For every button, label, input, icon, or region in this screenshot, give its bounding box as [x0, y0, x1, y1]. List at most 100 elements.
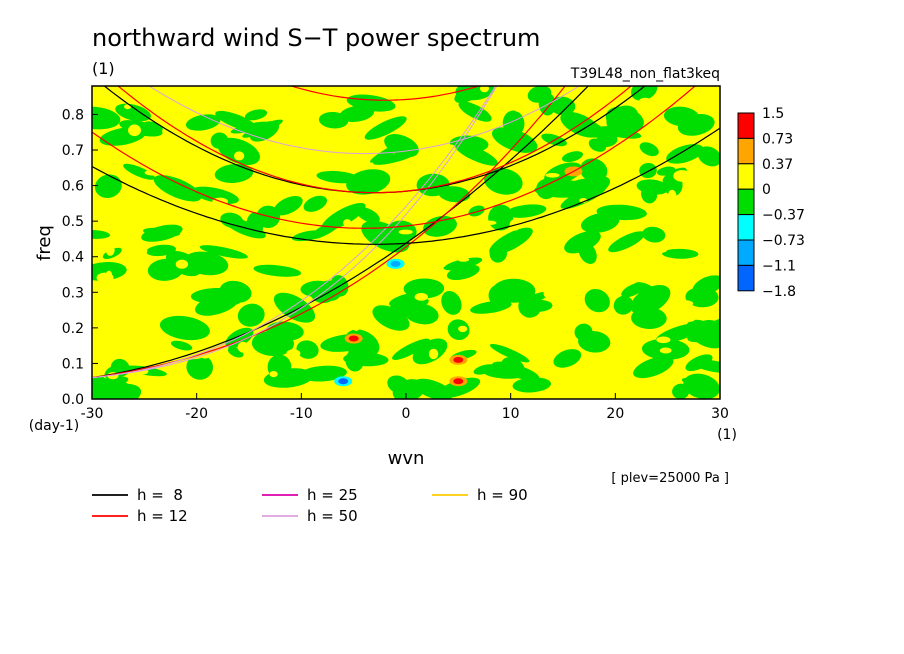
field-patch	[588, 138, 607, 152]
field-patch	[441, 290, 462, 315]
field-patch	[244, 109, 268, 121]
x-tick-label: 20	[606, 406, 624, 422]
field-patch	[505, 204, 547, 218]
colorbar-label: −0.37	[762, 208, 805, 224]
colorbar-label: 0.37	[762, 157, 793, 173]
dispersion-curve	[117, 86, 632, 194]
legend: h = 8 h = 12 h = 25 h = 50 h = 90	[92, 486, 528, 525]
legend-label: h = 25	[307, 486, 358, 504]
x-tick-label: 10	[502, 406, 520, 422]
field-patch	[659, 347, 672, 354]
field-patch	[237, 341, 249, 353]
field-patch	[186, 354, 213, 380]
x-axis-label: wvn	[388, 448, 425, 469]
field-patch	[454, 86, 482, 104]
chart-subtitle-left: (1)	[92, 59, 115, 78]
field-patch	[446, 264, 480, 281]
field-patch	[458, 325, 468, 333]
field-patch	[92, 106, 121, 130]
field-patch	[385, 205, 404, 217]
field-patch	[564, 230, 601, 254]
plot-area: -30 -20 -10 0 10 20 30 0.0 0.1 0.2 0.3 0.4 0.5 0.6 0.7…	[62, 85, 729, 422]
field-patch	[428, 348, 439, 360]
field-patch	[128, 124, 141, 137]
field-patch	[139, 247, 148, 255]
y-tick-label: 0.8	[62, 107, 84, 123]
field-patch	[362, 306, 372, 317]
field-patch	[482, 220, 497, 225]
field-patch	[568, 178, 597, 195]
field-patch	[310, 220, 341, 240]
field-patch	[678, 300, 694, 307]
dispersion-curves	[92, 86, 720, 379]
colorbar: 1.5 0.73 0.37 0 −0.37 −0.73 −1.1 −1.8	[737, 106, 805, 300]
field-patch	[94, 174, 122, 198]
legend-label: h = 90	[477, 486, 528, 504]
field-patch	[414, 293, 428, 301]
field-patch	[608, 231, 646, 253]
colorbar-label: 0.73	[762, 131, 793, 147]
dispersion-curve	[148, 86, 581, 155]
field-patch	[652, 266, 667, 274]
y-tick-label: 0.1	[62, 356, 84, 372]
field-patch	[303, 195, 328, 212]
field-patch	[233, 151, 245, 161]
field-patch	[630, 285, 671, 315]
field-patch	[685, 354, 713, 372]
x-tick-label: -20	[185, 406, 208, 422]
field-patch	[273, 292, 316, 323]
field-patch	[123, 163, 156, 180]
field-patch	[175, 259, 189, 269]
field-patch	[666, 144, 704, 164]
field-patch	[553, 349, 582, 368]
field-patch	[520, 291, 549, 306]
field-patch	[602, 274, 619, 283]
colorbar-label: −1.1	[762, 258, 796, 274]
field-patch	[343, 219, 352, 227]
field-patch	[210, 132, 229, 149]
field-patch	[296, 340, 319, 359]
field-patch	[253, 264, 302, 277]
axis-ticks: -30 -20 -10 0 10 20 30 0.0 0.1 0.2 0.3 0.4 0.5 0.6 0.7…	[62, 107, 729, 422]
plev-annotation: [ plev=25000 Pa ]	[611, 471, 729, 486]
field-patch	[373, 151, 416, 165]
field-hotspot	[348, 335, 359, 342]
field-patch	[681, 377, 719, 394]
field-patch	[105, 244, 115, 256]
field-patch	[596, 204, 647, 221]
colorbar-swatch	[737, 188, 755, 216]
field-hotspot	[338, 378, 349, 385]
legend-label: h = 12	[137, 507, 188, 525]
field-patch	[651, 216, 661, 227]
field-patch	[115, 103, 151, 122]
field-patch	[560, 184, 607, 209]
field-patch	[286, 349, 301, 358]
field-patch	[492, 278, 536, 303]
dispersion-curve	[92, 86, 566, 379]
field-patch	[574, 323, 593, 341]
field-patch	[153, 175, 202, 202]
field-patch	[370, 141, 408, 163]
field-patch	[352, 321, 361, 331]
legend-label: h = 50	[307, 507, 358, 525]
field-patch	[423, 215, 457, 237]
colorbar-swatch	[737, 163, 755, 190]
field-patch	[468, 205, 485, 217]
field-patch	[706, 317, 720, 333]
field-patch	[605, 106, 644, 133]
field-patch	[119, 120, 163, 137]
field-patch	[667, 189, 677, 202]
field-patch	[346, 169, 391, 195]
field-patch	[269, 371, 278, 378]
field-patch	[543, 288, 551, 298]
field-patch	[92, 378, 130, 399]
y-tick-label: 0.4	[62, 250, 84, 266]
field-patch	[697, 146, 720, 167]
field-patch	[584, 288, 610, 313]
colorbar-swatch	[737, 264, 755, 292]
field-patch	[631, 86, 658, 101]
dispersion-curve	[92, 127, 720, 245]
dispersion-curve	[92, 86, 497, 379]
field-hotspot	[390, 260, 401, 267]
